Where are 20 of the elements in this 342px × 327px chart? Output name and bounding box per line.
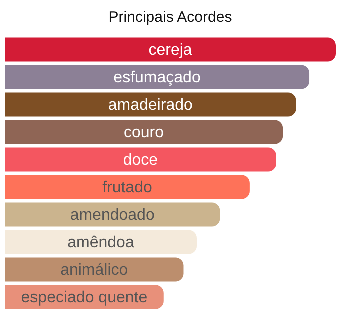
- y-tick-label: amadeirado: [108, 97, 193, 114]
- y-tick-label: amêndoa: [68, 234, 134, 252]
- bar: [5, 148, 276, 172]
- bar: [5, 65, 310, 90]
- y-tick-label: esfumaçado: [114, 70, 201, 87]
- bar: [5, 230, 197, 254]
- bar: [5, 202, 220, 227]
- y-tick-label: doce: [123, 152, 158, 170]
- bar: [5, 38, 336, 62]
- y-tick-label: amendoado: [70, 207, 155, 224]
- bar: [5, 92, 296, 117]
- y-tick-label: frutado: [102, 180, 152, 197]
- bar: [5, 120, 284, 144]
- y-tick-label: couro: [124, 124, 164, 142]
- bar: [5, 175, 250, 200]
- bar: [5, 258, 184, 282]
- y-tick-label: especiado quente: [21, 290, 148, 307]
- chart-title: Principais Acordes: [108, 9, 232, 26]
- y-tick-label: animálico: [60, 262, 128, 280]
- y-tick-label: cereja: [148, 42, 192, 60]
